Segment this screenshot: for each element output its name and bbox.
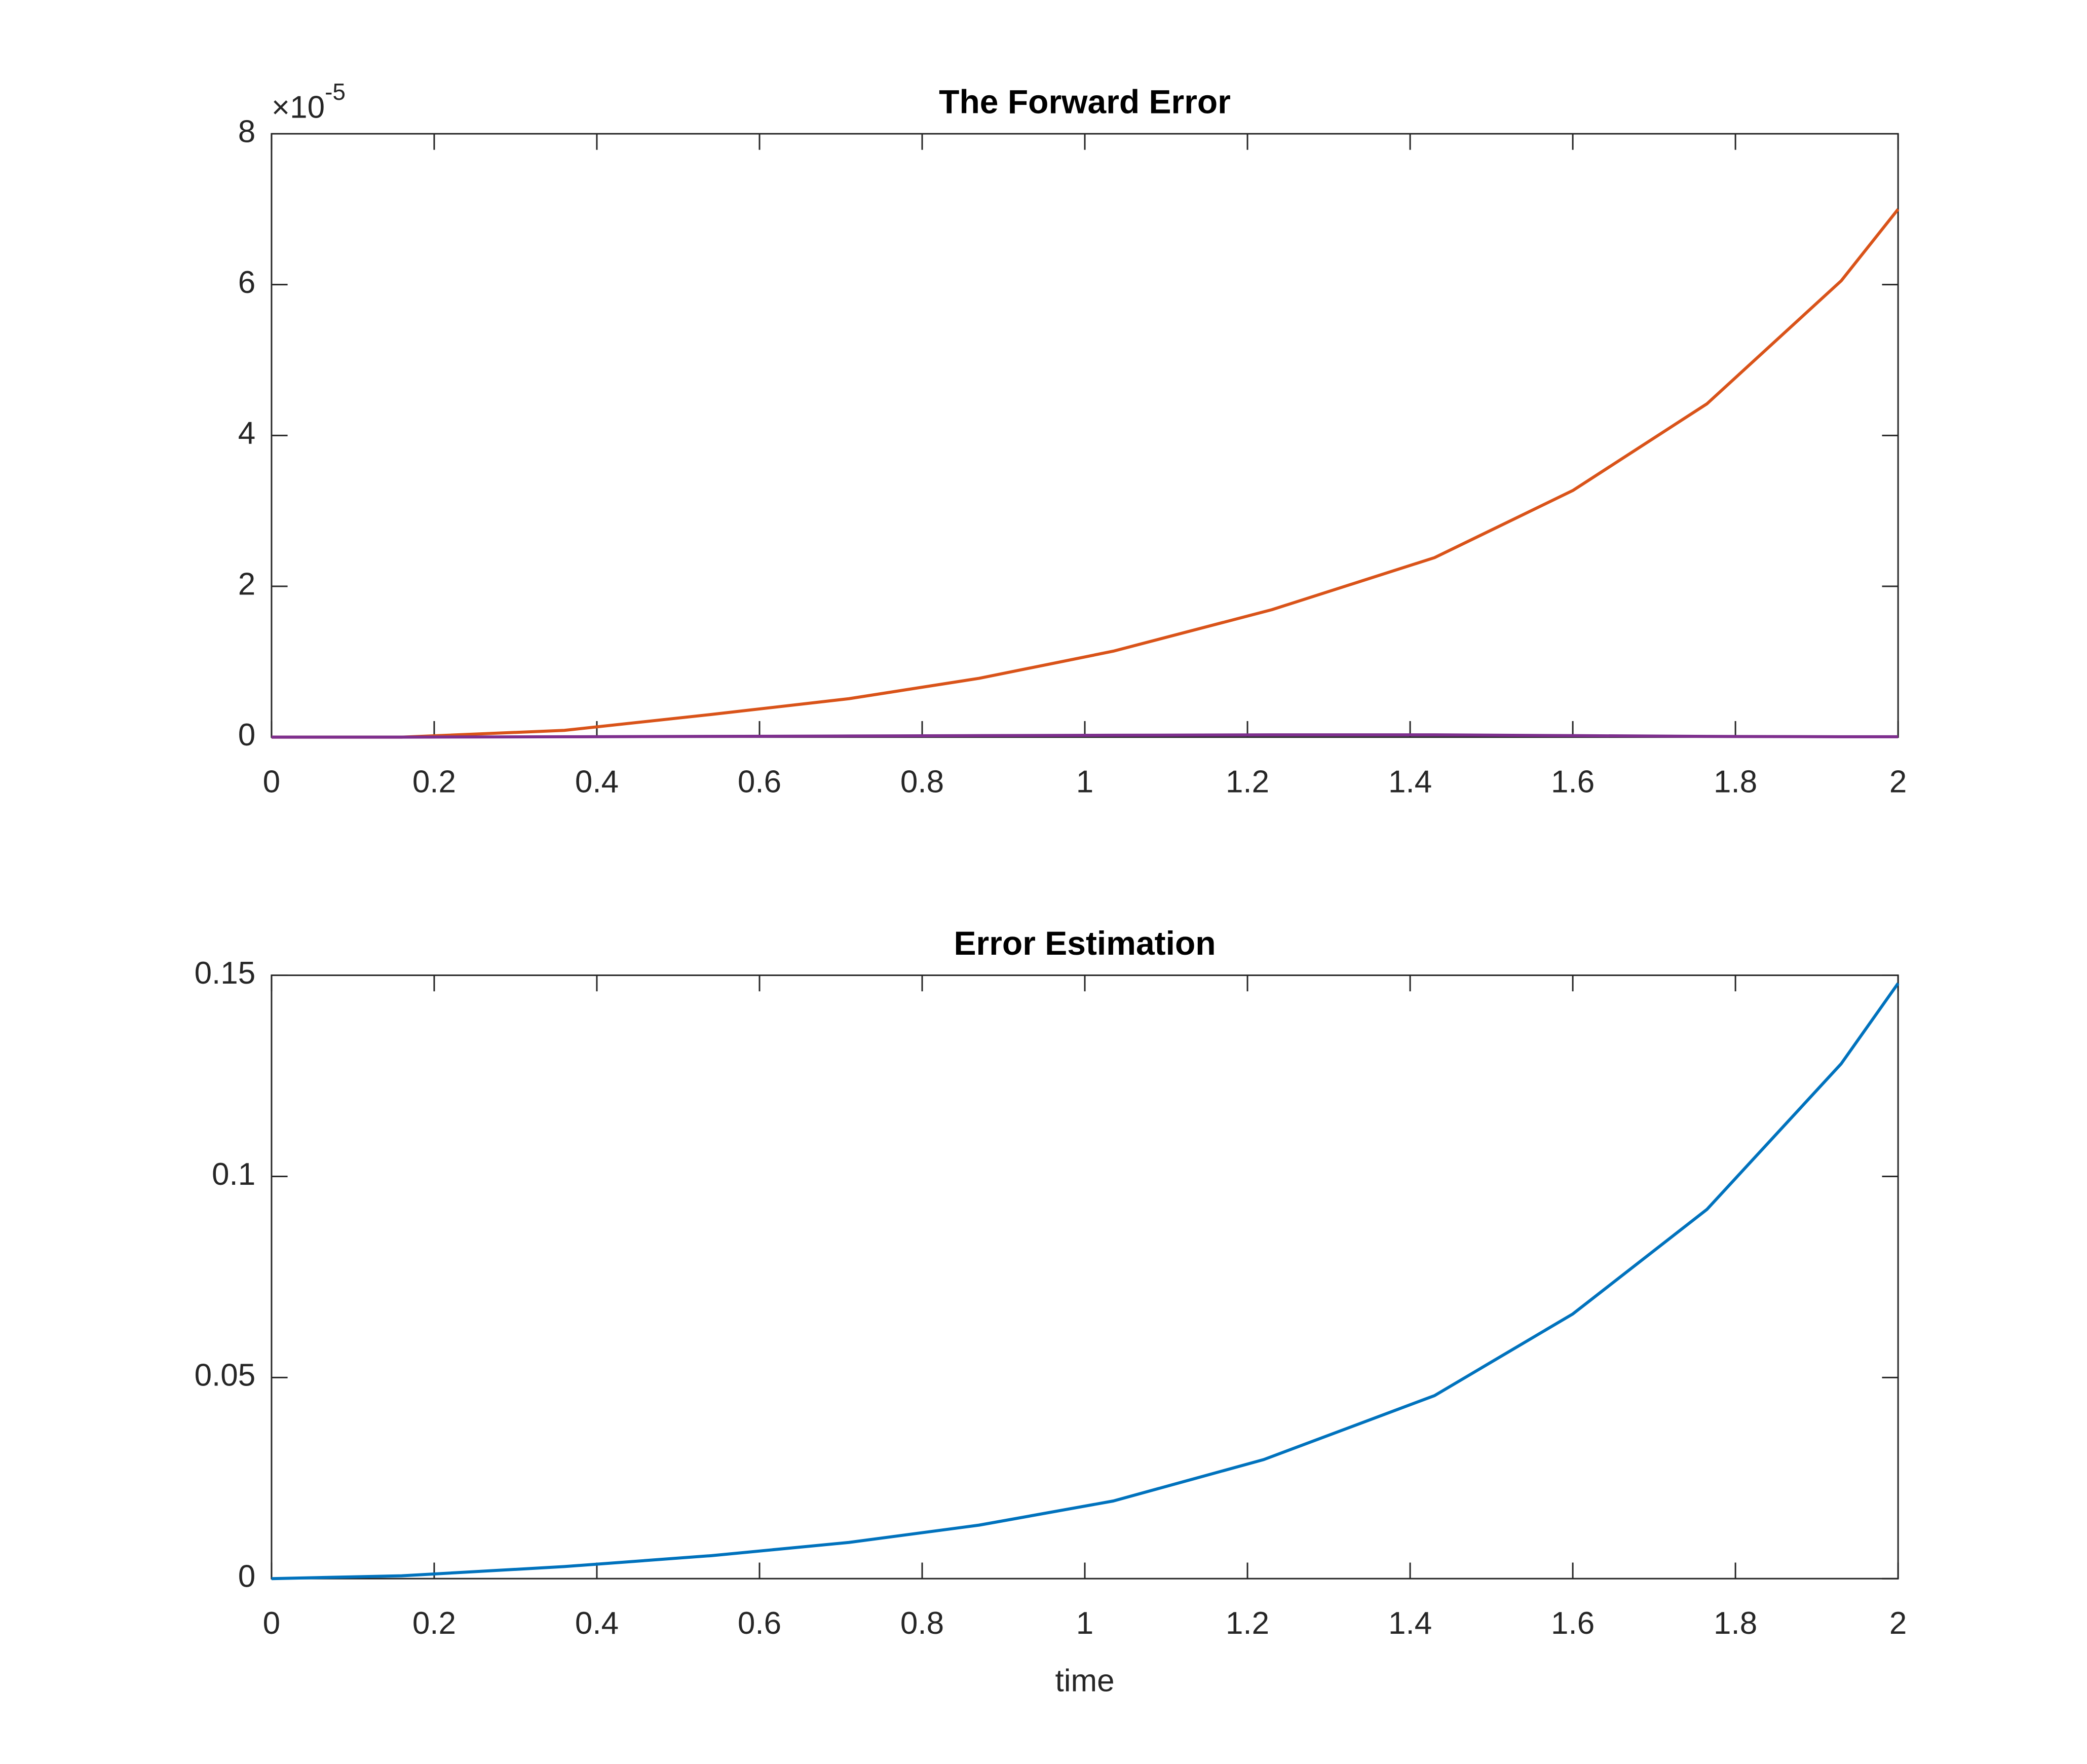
y-tick-label: 0.1 bbox=[212, 1157, 255, 1192]
y-tick-label: 8 bbox=[238, 114, 255, 149]
x-tick-label: 0.8 bbox=[900, 1606, 944, 1641]
x-tick-label: 0 bbox=[263, 1606, 280, 1641]
axes-box bbox=[271, 974, 1899, 1580]
x-tick-label: 1.2 bbox=[1226, 764, 1269, 799]
x-tick-label: 2 bbox=[1889, 764, 1907, 799]
x-tick-label: 1.4 bbox=[1388, 764, 1432, 799]
y-tick-label: 0.15 bbox=[195, 956, 256, 991]
y-exponent: ×10-5 bbox=[272, 79, 346, 125]
y-exponent-base: ×10 bbox=[272, 90, 325, 125]
y-tick-label: 4 bbox=[238, 416, 255, 451]
x-tick-label: 1.6 bbox=[1551, 764, 1595, 799]
x-tick-label: 0.6 bbox=[738, 764, 781, 799]
x-tick-label: 0.6 bbox=[738, 1606, 781, 1641]
x-tick-label: 1.2 bbox=[1226, 1606, 1269, 1641]
x-tick-label: 0 bbox=[263, 764, 280, 799]
x-tick-label: 2 bbox=[1889, 1606, 1907, 1641]
x-tick-label: 1.8 bbox=[1714, 764, 1757, 799]
x-tick-label: 0.2 bbox=[412, 764, 456, 799]
y-tick-label: 0.05 bbox=[195, 1358, 256, 1393]
x-tick-label: 0.4 bbox=[575, 1606, 619, 1641]
y-tick-label: 2 bbox=[238, 567, 255, 602]
series-line bbox=[271, 208, 1900, 739]
series-line bbox=[271, 733, 1899, 739]
y-exponent-power: -5 bbox=[325, 79, 346, 105]
y-tick-label: 0 bbox=[238, 1559, 255, 1594]
axes-box bbox=[271, 133, 1899, 738]
chart-title: Error Estimation bbox=[954, 924, 1216, 962]
x-axis-label: time bbox=[1055, 1663, 1114, 1698]
y-tick-label: 6 bbox=[238, 265, 255, 300]
x-tick-label: 1.8 bbox=[1714, 1606, 1757, 1641]
x-tick-label: 1 bbox=[1076, 1606, 1093, 1641]
x-tick-label: 1.4 bbox=[1388, 1606, 1432, 1641]
x-tick-label: 0.4 bbox=[575, 764, 619, 799]
x-tick-label: 0.8 bbox=[900, 764, 944, 799]
x-tick-label: 0.2 bbox=[412, 1606, 456, 1641]
x-tick-label: 1.6 bbox=[1551, 1606, 1595, 1641]
series-line bbox=[271, 982, 1900, 1581]
chart-title: The Forward Error bbox=[939, 83, 1231, 120]
y-tick-label: 0 bbox=[238, 718, 255, 753]
x-tick-label: 1 bbox=[1076, 764, 1093, 799]
